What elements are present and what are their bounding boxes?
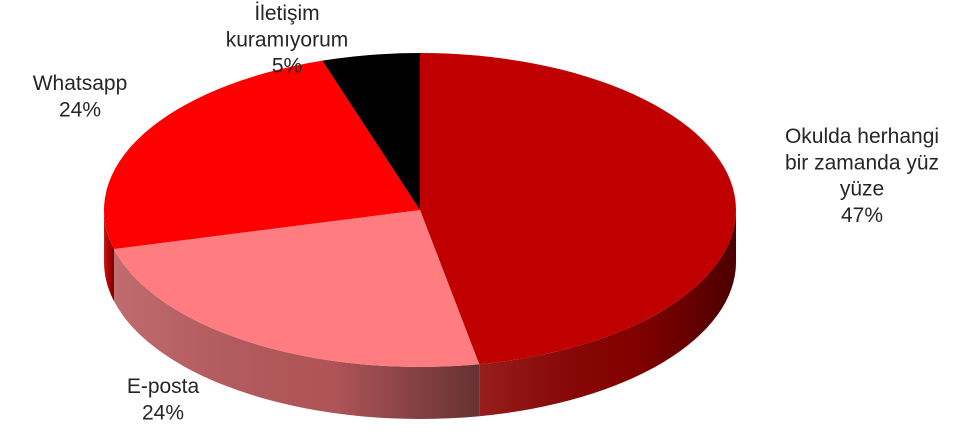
pie-slice-i-letişim-kuramıyorum [322, 53, 420, 210]
slice-name-label: Okulda herhangi [785, 125, 939, 148]
slice-label: İletişim kuramıyorum 5% [226, 2, 349, 78]
pie-slice-e-posta [113, 210, 480, 367]
slice-name-label: bir zamanda yüz [785, 151, 939, 174]
slice-label: E-posta 24% [127, 375, 200, 424]
pie-slice-whatsapp [104, 60, 420, 250]
pie-side-shade-e-posta [113, 249, 480, 419]
pie-tops [104, 53, 737, 367]
pie-labels: Okulda herhangi bir zamanda yüz yüze 47% E-p… [33, 2, 939, 424]
slice-label: Okulda herhangi bir zamanda yüz yüze 47% [785, 125, 939, 227]
slice-name-label: İletişim [254, 2, 319, 25]
slice-name-label: Whatsapp [33, 72, 128, 95]
pie-slice-okulda-herhangi-bir-zamanda-yüz-yüze [420, 53, 737, 365]
slice-name-label: yüze [840, 178, 884, 201]
slice-percent-label: 24% [142, 401, 184, 424]
pie-side-shade-okulda-herhangi-bir-zamanda-yüz-yüze [479, 210, 736, 417]
slice-name-label: E-posta [127, 375, 200, 398]
slice-label: Whatsapp 24% [33, 72, 128, 121]
slice-percent-label: 5% [272, 55, 302, 78]
slice-percent-label: 24% [59, 98, 101, 121]
pie-side-shade-whatsapp [104, 210, 114, 302]
slice-percent-label: 47% [841, 204, 883, 227]
pie-sides [104, 210, 736, 419]
slice-name-label: kuramıyorum [226, 28, 349, 51]
